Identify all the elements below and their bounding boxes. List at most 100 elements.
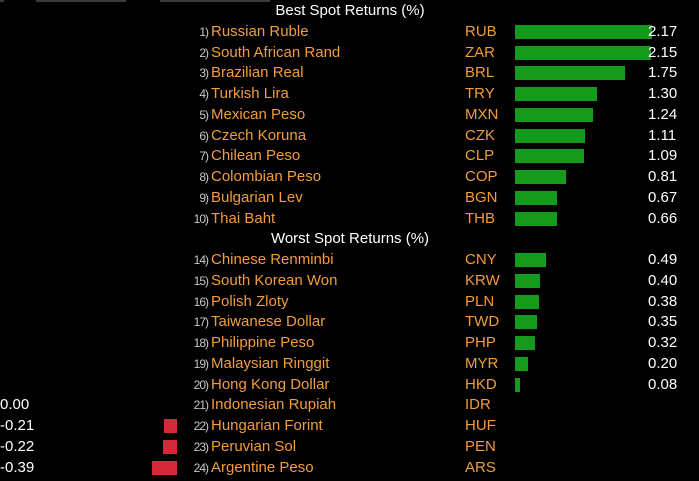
return-value-label: 0.66 [648, 209, 678, 227]
rank-label: 17) [193, 315, 209, 330]
negative-return-bar [163, 419, 177, 433]
currency-code: HKD [465, 375, 497, 393]
currency-row: 19) Malaysian Ringgit MYR 0.20 [0, 354, 699, 374]
currency-row: 15) South Korean Won KRW 0.40 [0, 271, 699, 291]
currency-name: Polish Zloty [211, 292, 289, 310]
rank-label: 18) [193, 336, 209, 350]
rank-label: 3) [199, 66, 209, 81]
currency-row: 22) Hungarian Forint HUF -0.21 [0, 416, 699, 436]
top-strip-segment [36, 0, 126, 2]
return-value-label: 1.30 [648, 85, 678, 102]
return-value-label: 1.75 [648, 64, 678, 82]
return-value-label: 0.40 [648, 271, 678, 289]
currency-name: Thai Baht [211, 209, 276, 227]
section-title: Best Spot Returns (%) [275, 2, 425, 19]
return-value-label: 1.24 [648, 105, 678, 123]
currency-name: Russian Ruble [211, 22, 309, 40]
positive-return-bar [515, 356, 528, 371]
positive-return-bar [515, 294, 539, 309]
currency-name: Taiwanese Dollar [211, 313, 326, 331]
currency-code: MXN [465, 105, 499, 123]
rank-label: 14) [193, 253, 209, 267]
currency-name: South African Rand [211, 43, 341, 61]
section-title: Worst Spot Returns (%) [270, 230, 430, 248]
currency-name: Chinese Renminbi [211, 251, 334, 268]
currency-row: 4) Turkish Lira TRY 1.30 [0, 84, 699, 104]
top-strip [0, 0, 699, 2]
currency-code: TRY [465, 85, 495, 102]
currency-code: PEN [465, 437, 496, 455]
currency-code: CNY [465, 251, 497, 268]
currency-row: 14) Chinese Renminbi CNY 0.49 [0, 250, 699, 270]
currency-name: Peruvian Sol [211, 437, 297, 455]
currency-row: 1) Russian Ruble RUB 2.17 [0, 22, 699, 42]
currency-code: PHP [465, 334, 496, 351]
return-value-label: 0.81 [648, 168, 678, 185]
currency-name: Hong Kong Dollar [211, 375, 330, 393]
currency-code: CLP [465, 147, 495, 165]
currency-code: HUF [465, 417, 496, 434]
currency-name: Mexican Peso [211, 105, 306, 123]
currency-row: 8) Colombian Peso COP 0.81 [0, 167, 699, 187]
currency-name: South Korean Won [211, 271, 338, 289]
positive-return-bar [515, 107, 594, 122]
positive-return-bar [515, 211, 557, 226]
currency-name: Chilean Peso [211, 147, 301, 165]
negative-return-bar [152, 460, 177, 475]
positive-return-bar [515, 336, 536, 350]
rank-label: 9) [199, 190, 209, 205]
currency-row: 9) Bulgarian Lev BGN 0.67 [0, 188, 699, 208]
currency-code: ARS [465, 458, 496, 476]
currency-code: BGN [465, 188, 498, 206]
currency-row: 16) Polish Zloty PLN 0.38 [0, 292, 699, 312]
currency-name: Bulgarian Lev [211, 188, 303, 206]
rank-label: 16) [193, 294, 209, 309]
return-value-label: 2.15 [648, 43, 678, 61]
return-value-label: 0.00 [0, 396, 30, 414]
return-value-label: 1.09 [648, 147, 678, 165]
rank-label: 19) [193, 356, 209, 371]
currency-code: BRL [465, 64, 495, 82]
rank-label: 20) [193, 377, 209, 392]
positive-return-bar [515, 87, 598, 101]
currency-code: ZAR [465, 43, 495, 61]
currency-row: 21) Indonesian Rupiah IDR 0.00 [0, 395, 699, 415]
return-value-label: -0.21 [0, 417, 35, 434]
currency-name: Malaysian Ringgit [211, 354, 330, 372]
currency-row: 23) Peruvian Sol PEN -0.22 [0, 437, 699, 457]
rank-label: 21) [193, 398, 209, 413]
positive-return-bar [515, 170, 567, 184]
currency-code: KRW [465, 271, 500, 289]
currency-code: IDR [465, 396, 491, 414]
rank-label: 24) [193, 460, 209, 475]
currency-row: 24) Argentine Peso ARS -0.39 [0, 458, 699, 478]
currency-row: 2) South African Rand ZAR 2.15 [0, 43, 699, 63]
currency-name: Czech Koruna [211, 126, 307, 144]
return-value-label: 0.20 [648, 354, 678, 372]
rank-label: 1) [199, 24, 209, 39]
rank-label: 4) [199, 87, 209, 101]
currency-name: Indonesian Rupiah [211, 396, 337, 414]
rank-label: 15) [193, 273, 209, 288]
negative-return-bar [162, 439, 177, 454]
rank-label: 2) [199, 45, 209, 60]
return-value-label: 1.11 [648, 126, 677, 144]
currency-row: 20) Hong Kong Dollar HKD 0.08 [0, 375, 699, 395]
return-value-label: 0.38 [648, 292, 678, 310]
currency-name: Philippine Peso [211, 334, 315, 351]
return-value-label: 0.49 [648, 251, 678, 268]
positive-return-bar [515, 45, 651, 60]
currency-code: PLN [465, 292, 495, 310]
rank-label: 8) [199, 170, 209, 184]
positive-return-bar [515, 24, 652, 39]
currency-row: 17) Taiwanese Dollar TWD 0.35 [0, 312, 699, 332]
return-value-label: -0.39 [0, 458, 35, 476]
currency-code: COP [465, 168, 498, 185]
positive-return-bar [515, 149, 584, 164]
positive-return-bar [515, 66, 626, 81]
return-value-label: 0.08 [648, 375, 678, 393]
positive-return-bar [515, 315, 538, 330]
return-value-label: 0.35 [648, 313, 678, 331]
return-value-label: 0.32 [648, 334, 678, 351]
currency-row: 10) Thai Baht THB 0.66 [0, 209, 699, 229]
